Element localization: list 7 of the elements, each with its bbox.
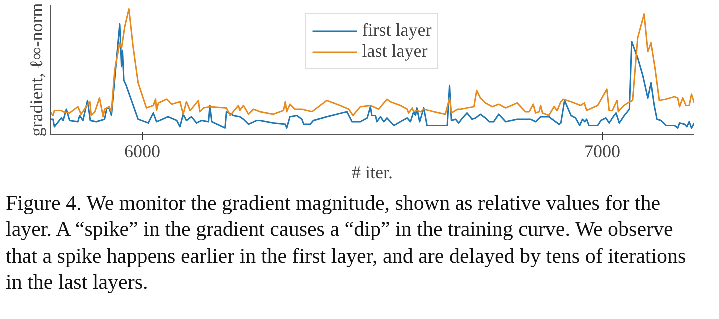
- x-tick-label: 7000: [584, 142, 620, 162]
- caption: Figure 4. We monitor the gradient magnitude, shown as relative values for the layer. A “spike” in the gradient causes a “dip” in the training curve. We observe that a spike happens earlier in the first layer, and are delayed by tens of iterations in the last layers.: [6, 190, 688, 295]
- y-axis-title: gradient, ℓ∞-norm: [26, 3, 46, 137]
- legend-label: last layer: [362, 41, 428, 62]
- x-axis-title: # iter.: [352, 162, 394, 182]
- legend-label: first layer: [362, 20, 432, 41]
- x-tick-label: 6000: [124, 142, 160, 162]
